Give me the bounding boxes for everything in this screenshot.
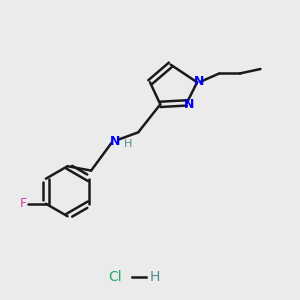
Text: H: H — [149, 270, 160, 283]
Text: F: F — [20, 197, 26, 210]
Text: N: N — [110, 135, 120, 148]
Text: Cl: Cl — [108, 270, 122, 283]
Text: H: H — [124, 139, 132, 149]
Text: N: N — [184, 98, 194, 111]
Text: N: N — [194, 75, 205, 88]
